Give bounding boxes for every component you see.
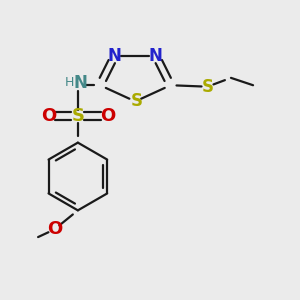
Text: O: O [41,107,56,125]
Text: S: S [131,92,143,110]
Text: O: O [47,220,62,238]
Text: N: N [108,47,122,65]
Text: S: S [201,78,213,96]
Text: S: S [71,107,84,125]
Text: N: N [73,74,87,92]
Text: N: N [149,47,163,65]
Text: H: H [65,76,74,89]
Text: O: O [100,107,115,125]
